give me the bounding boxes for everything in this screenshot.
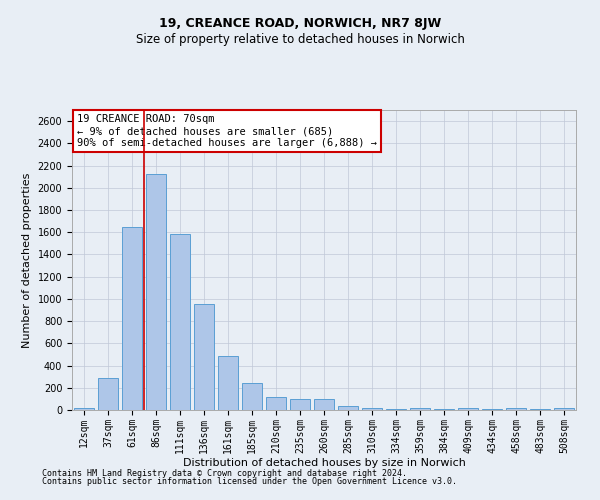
Bar xyxy=(122,226,142,410)
Bar xyxy=(458,408,478,410)
Bar xyxy=(170,234,190,410)
Bar xyxy=(410,408,430,410)
Text: Contains HM Land Registry data © Crown copyright and database right 2024.: Contains HM Land Registry data © Crown c… xyxy=(42,468,407,477)
Bar xyxy=(554,408,574,410)
Bar xyxy=(98,378,118,410)
Bar xyxy=(362,408,382,410)
Bar xyxy=(290,399,310,410)
Bar xyxy=(218,356,238,410)
Bar xyxy=(146,174,166,410)
Bar xyxy=(242,384,262,410)
Bar xyxy=(266,397,286,410)
Bar xyxy=(194,304,214,410)
Bar xyxy=(338,406,358,410)
Text: 19 CREANCE ROAD: 70sqm
← 9% of detached houses are smaller (685)
90% of semi-det: 19 CREANCE ROAD: 70sqm ← 9% of detached … xyxy=(77,114,377,148)
Text: 19, CREANCE ROAD, NORWICH, NR7 8JW: 19, CREANCE ROAD, NORWICH, NR7 8JW xyxy=(159,18,441,30)
Bar xyxy=(74,408,94,410)
X-axis label: Distribution of detached houses by size in Norwich: Distribution of detached houses by size … xyxy=(182,458,466,468)
Bar xyxy=(314,399,334,410)
Y-axis label: Number of detached properties: Number of detached properties xyxy=(22,172,32,348)
Text: Contains public sector information licensed under the Open Government Licence v3: Contains public sector information licen… xyxy=(42,477,457,486)
Text: Size of property relative to detached houses in Norwich: Size of property relative to detached ho… xyxy=(136,32,464,46)
Bar xyxy=(506,408,526,410)
